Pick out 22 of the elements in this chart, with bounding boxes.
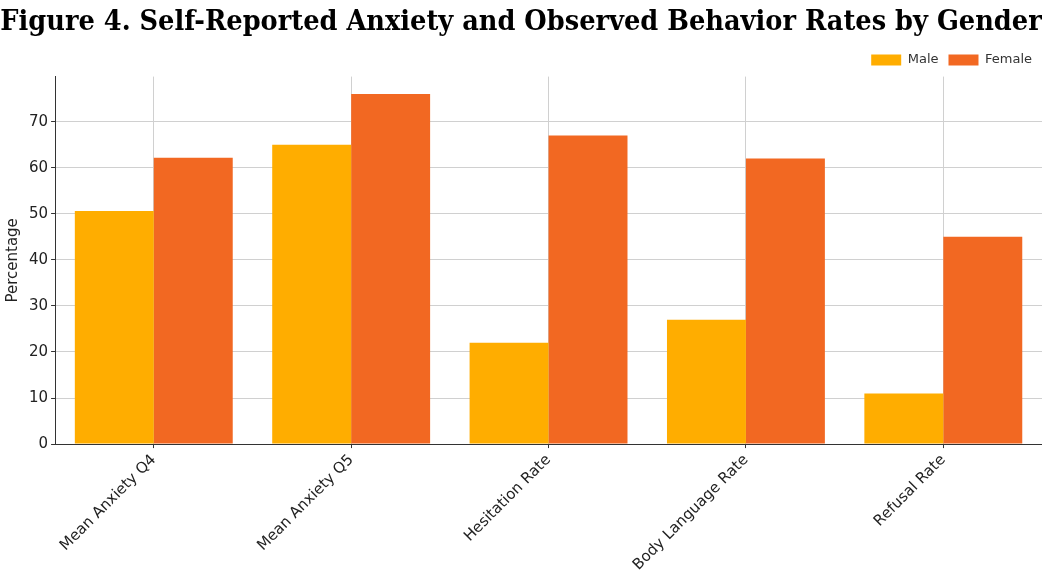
legend-label: Male [907, 51, 939, 67]
y-tick-label: 60 [28, 157, 49, 176]
y-axis-title: Percentage [2, 218, 21, 303]
bar [943, 236, 1023, 444]
bar [469, 342, 549, 444]
bar [153, 157, 233, 444]
bar [666, 319, 746, 444]
bar [745, 158, 825, 444]
chart-title: Figure 4. Self-Reported Anxiety and Observed Behavior Rates by Gender [0, 4, 1042, 37]
bar [548, 135, 628, 444]
y-tick-label: 50 [28, 203, 49, 222]
bar [351, 94, 431, 444]
y-tick-label: 70 [28, 111, 49, 130]
bar [74, 211, 154, 444]
y-tick-label: 40 [28, 249, 49, 268]
y-tick-label: 30 [28, 295, 49, 314]
y-tick-label: 10 [28, 387, 49, 406]
legend-label: Female [985, 51, 1033, 67]
bar [864, 393, 944, 444]
y-tick-label: 0 [38, 433, 49, 452]
bar [272, 144, 352, 444]
y-tick-label: 20 [28, 341, 49, 360]
